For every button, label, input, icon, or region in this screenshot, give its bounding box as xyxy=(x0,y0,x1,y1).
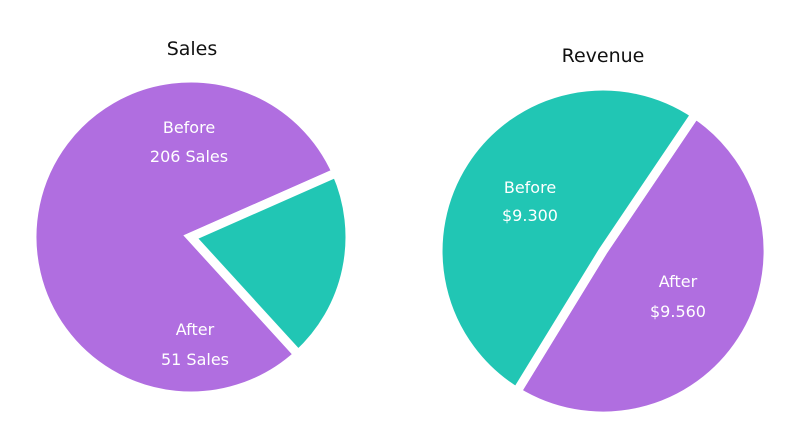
revenue-slice-value-after: $9.560 xyxy=(650,302,706,321)
sales-slice-value-before: 206 Sales xyxy=(150,147,228,166)
sales-slice-label-before: Before xyxy=(163,118,215,137)
revenue-slice-label-after: After xyxy=(659,272,698,291)
sales-slice-label-after: After xyxy=(176,320,215,339)
sales-pie-chart: Sales Before 206 Sales After 51 Sales xyxy=(27,38,355,401)
revenue-slice-label-before: Before xyxy=(504,178,556,197)
sales-chart-title: Sales xyxy=(167,38,218,60)
sales-slice-value-after: 51 Sales xyxy=(161,350,229,369)
revenue-chart-title: Revenue xyxy=(562,45,645,67)
revenue-slice-value-before: $9.300 xyxy=(502,206,558,225)
revenue-slice-before xyxy=(510,107,773,421)
sales-slice-after xyxy=(183,166,355,361)
revenue-slice-after xyxy=(433,81,702,398)
revenue-pie-chart: Revenue Before $9.300 After $9.560 xyxy=(433,45,773,421)
